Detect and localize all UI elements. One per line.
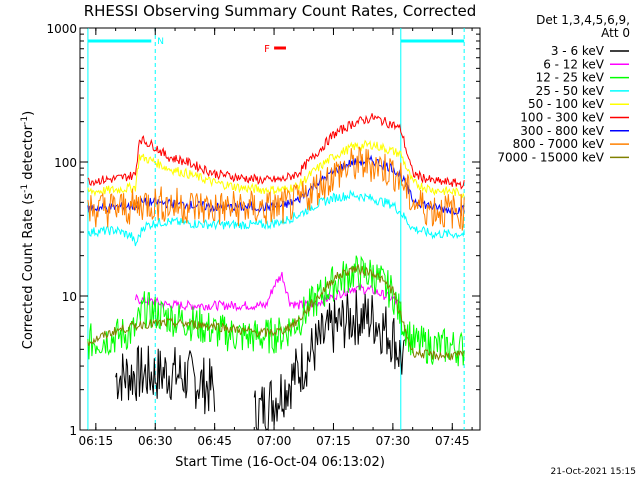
x-tick-label-1: 06:30 [138, 434, 173, 448]
y-tick-label-2: 100 [54, 156, 77, 170]
legend-label-7: 800 - 7000 keV [513, 137, 605, 151]
x-tick-label-5: 07:30 [376, 434, 411, 448]
series-line-3-0 [87, 189, 465, 247]
x-axis-label: Start Time (16-Oct-04 06:13:02) [175, 455, 385, 470]
x-tick-label-4: 07:15 [316, 434, 351, 448]
y-axis-label-exp-1: -1 [20, 184, 30, 193]
legend-label-6: 300 - 800 keV [520, 124, 604, 138]
flare-label: F [264, 44, 270, 55]
y-axis-label: Corrected Count Rate (s-1 detector-1) [20, 111, 36, 349]
series-line-0-1 [253, 289, 406, 432]
legend-label-5: 100 - 300 keV [520, 111, 604, 125]
legend-label-2: 12 - 25 keV [536, 71, 605, 85]
y-tick-label-1: 10 [62, 290, 77, 304]
legend-label-0: 3 - 6 keV [551, 44, 605, 58]
x-tick-label-6: 07:45 [435, 434, 470, 448]
legend-label-1: 6 - 12 keV [543, 57, 605, 71]
y-axis-label-part-3: ) [21, 111, 36, 116]
x-tick-label-0: 06:15 [79, 434, 114, 448]
legend-label-8: 7000 - 15000 keV [497, 150, 604, 164]
y-axis-label-part-2: detector [21, 124, 36, 184]
legend-header-line-1: Det 1,3,4,5,6,9, [536, 13, 630, 27]
plot-frame [79, 27, 481, 431]
series-line-5-0 [87, 113, 465, 190]
night-label: N [157, 37, 164, 47]
legend-label-4: 50 - 100 keV [528, 97, 605, 111]
plot-area [79, 27, 481, 431]
y-axis-label-exp-2: -1 [20, 116, 30, 125]
x-tick-label-3: 07:00 [257, 434, 292, 448]
series-line-8-0 [87, 263, 465, 361]
y-tick-label-3: 1000 [46, 22, 77, 36]
series-line-7-0 [87, 146, 465, 231]
y-axis-label-part-1: Corrected Count Rate (s [21, 193, 36, 350]
y-tick-label-0: 1 [69, 424, 77, 438]
series-line-4-0 [87, 139, 465, 199]
series-line-0-0 [115, 344, 216, 415]
legend-label-3: 25 - 50 keV [536, 84, 605, 98]
series-layer [87, 113, 465, 432]
timestamp-stamp: 21-Oct-2021 15:15 [551, 467, 636, 477]
chart-title: RHESSI Observing Summary Count Rates, Co… [84, 2, 477, 20]
x-tick-label-2: 06:45 [197, 434, 232, 448]
series-line-2-0 [87, 255, 465, 367]
legend-header-line-2: Att 0 [601, 26, 630, 40]
axis-ticks: 06:15 06:30 06:45 07:00 07:15 07:30 07:45 1 10 10… [46, 22, 480, 448]
